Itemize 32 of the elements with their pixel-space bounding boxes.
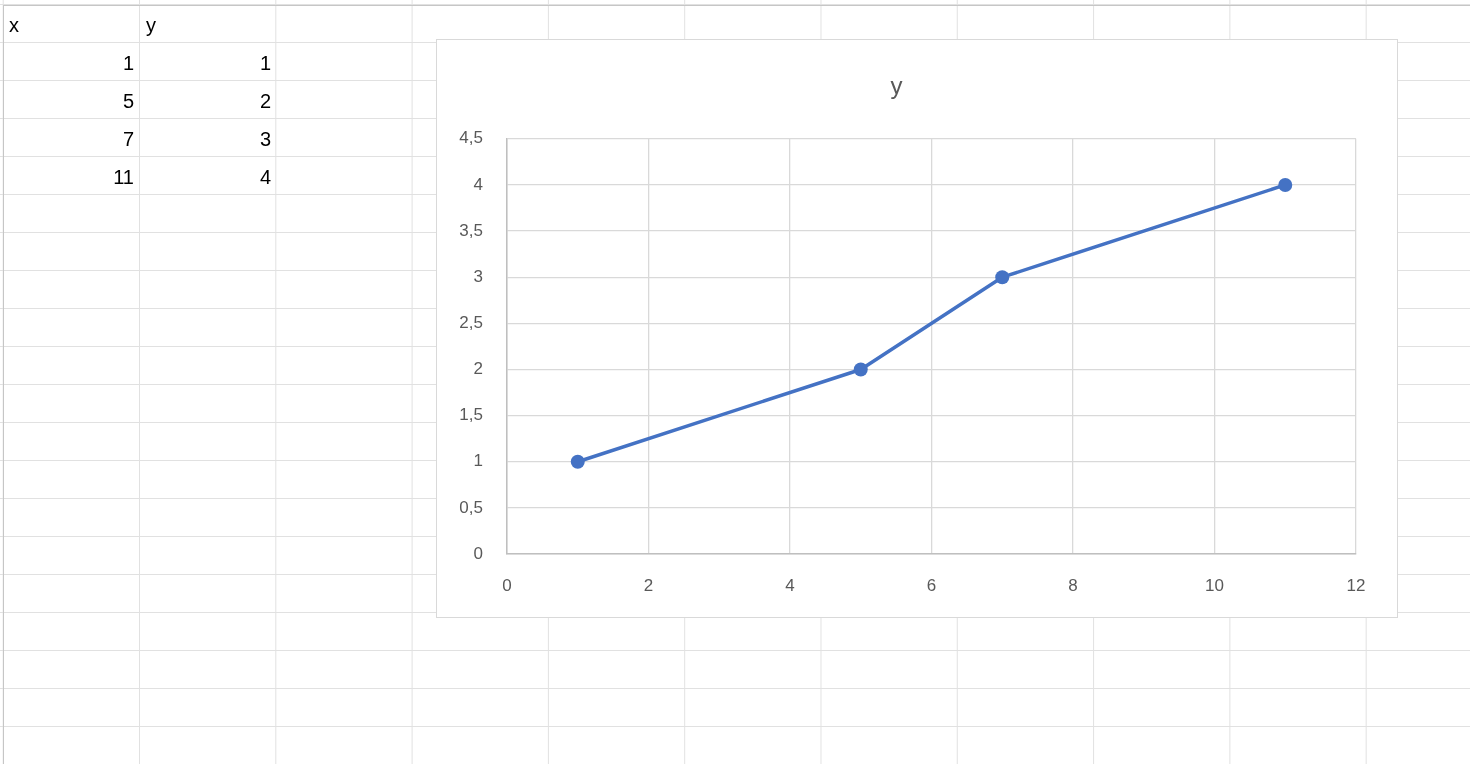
y-tick-label: 0 xyxy=(473,543,483,563)
y-tick-label: 2,5 xyxy=(459,313,483,333)
x-tick-label: 2 xyxy=(643,575,654,595)
x-tick-label: 12 xyxy=(1346,575,1366,595)
text: 3 xyxy=(258,127,271,152)
text: y xyxy=(146,13,157,38)
text: 7 xyxy=(121,127,134,152)
text: 11 xyxy=(112,165,134,190)
point xyxy=(995,270,1010,285)
x-tick-label: 6 xyxy=(926,575,937,595)
y-tick-label: 4 xyxy=(473,174,483,194)
x-tick-label: 8 xyxy=(1068,575,1078,595)
text: 1 xyxy=(258,51,271,76)
y-tick-label: 3,5 xyxy=(459,220,483,240)
x-tick-label: 4 xyxy=(785,575,795,595)
point xyxy=(1278,177,1293,192)
y-tick-label: 3 xyxy=(473,266,483,286)
y-tick-label: 2 xyxy=(473,359,483,379)
y-tick-label: 1 xyxy=(473,451,483,471)
text: 1 xyxy=(121,51,134,76)
point xyxy=(570,454,585,469)
x-tick-label: 0 xyxy=(502,575,512,595)
y-tick-label: 0,5 xyxy=(459,497,483,517)
point xyxy=(853,362,868,377)
x-tick-label: 10 xyxy=(1205,575,1224,595)
chart-title: y xyxy=(890,72,903,100)
text: 4 xyxy=(258,165,271,190)
y-tick-label: 4,5 xyxy=(459,128,483,148)
text: 5 xyxy=(121,89,134,114)
text: 2 xyxy=(258,89,271,114)
text: x xyxy=(9,13,20,38)
y-tick-label: 1,5 xyxy=(459,405,483,425)
